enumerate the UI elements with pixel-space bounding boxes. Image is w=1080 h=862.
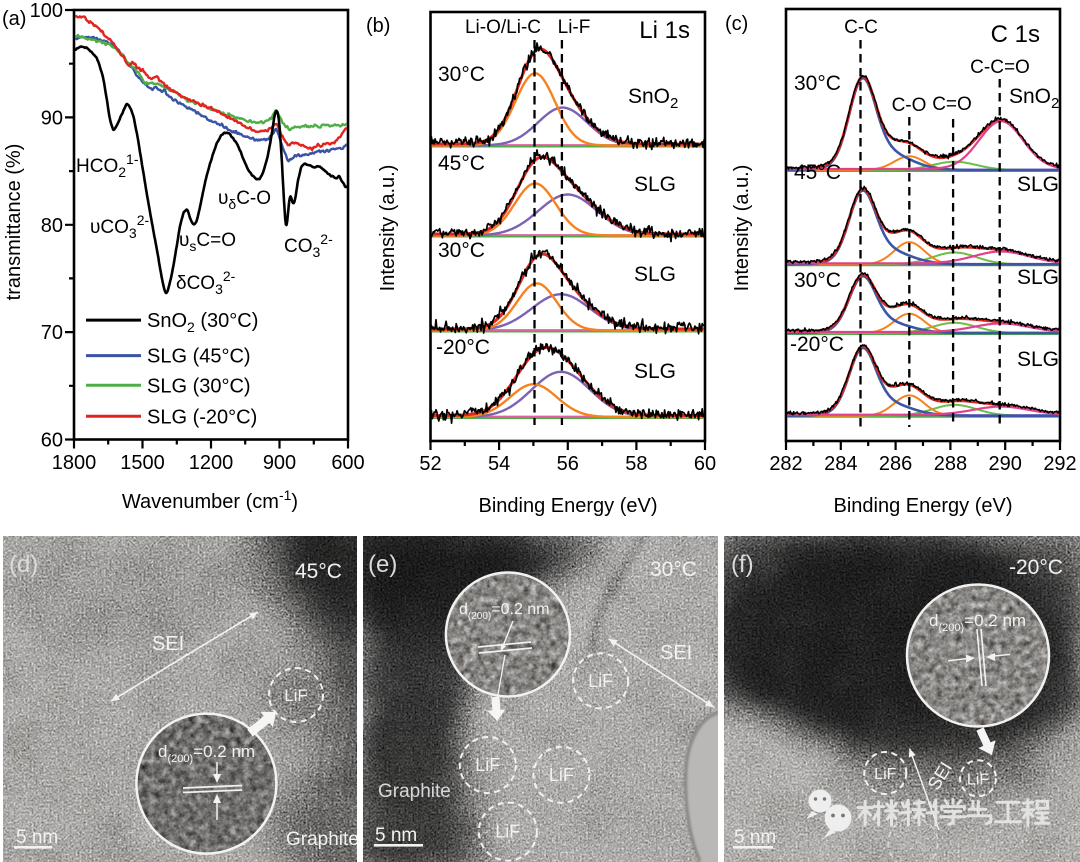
svg-text:LiF: LiF — [495, 822, 520, 842]
svg-text:30°C: 30°C — [794, 72, 841, 95]
svg-text:5 nm: 5 nm — [734, 827, 776, 848]
svg-text:290: 290 — [989, 453, 1022, 475]
svg-text:SLG (45°C): SLG (45°C) — [147, 346, 251, 368]
svg-text:υsC=O: υsC=O — [179, 230, 236, 254]
svg-text:C-C=O: C-C=O — [970, 57, 1030, 78]
svg-text:1200: 1200 — [189, 452, 234, 474]
svg-text:SLG: SLG — [1017, 173, 1059, 196]
svg-text:286: 286 — [879, 453, 912, 475]
svg-text:Li 1s: Li 1s — [639, 17, 690, 44]
svg-text:(c): (c) — [725, 13, 748, 35]
svg-text:υδC-O: υδC-O — [218, 188, 271, 212]
svg-text:Intensity (a.u.): Intensity (a.u.) — [377, 165, 399, 292]
svg-text:(d): (d) — [9, 551, 38, 578]
svg-text:Li-O/Li-C: Li-O/Li-C — [465, 17, 541, 38]
svg-text:(f): (f) — [731, 551, 754, 578]
svg-text:SnO2: SnO2 — [1009, 85, 1059, 112]
svg-text:282: 282 — [769, 453, 802, 475]
svg-text:-20°C: -20°C — [1009, 556, 1063, 579]
svg-text:LiF: LiF — [549, 765, 574, 785]
svg-text:600: 600 — [331, 452, 364, 474]
svg-text:5 nm: 5 nm — [16, 827, 58, 848]
svg-text:LiF: LiF — [967, 771, 989, 788]
svg-text:-20°C: -20°C — [436, 336, 490, 359]
svg-text:SnO2 (30°C): SnO2 (30°C) — [147, 310, 258, 335]
svg-text:δCO32-: δCO32- — [176, 268, 236, 297]
svg-text:5 nm: 5 nm — [375, 825, 417, 846]
svg-text:SnO2: SnO2 — [628, 85, 678, 112]
svg-text:60: 60 — [694, 453, 716, 475]
svg-text:1800: 1800 — [52, 452, 97, 474]
svg-text:SLG (30°C): SLG (30°C) — [147, 375, 251, 397]
svg-text:(e): (e) — [368, 551, 397, 578]
svg-text:SLG: SLG — [1017, 266, 1059, 289]
svg-text:52: 52 — [419, 453, 441, 475]
svg-text:45°C: 45°C — [438, 152, 485, 175]
svg-text:56: 56 — [557, 453, 579, 475]
svg-text:30°C: 30°C — [438, 239, 485, 262]
svg-text:1500: 1500 — [120, 452, 165, 474]
svg-text:SLG: SLG — [1017, 348, 1059, 371]
svg-text:LiF: LiF — [284, 686, 308, 705]
svg-text:80: 80 — [41, 215, 63, 237]
svg-text:LiF: LiF — [588, 671, 613, 691]
svg-text:Binding Energy (eV): Binding Energy (eV) — [479, 495, 658, 517]
svg-text:45°C: 45°C — [295, 560, 342, 583]
svg-text:288: 288 — [934, 453, 967, 475]
svg-text:LiF: LiF — [475, 755, 500, 775]
svg-text:Intensity (a.u.): Intensity (a.u.) — [731, 165, 753, 292]
svg-text:30°C: 30°C — [438, 63, 485, 86]
svg-text:SEI: SEI — [152, 633, 184, 655]
svg-text:C-C: C-C — [844, 17, 878, 38]
svg-text:C=O: C=O — [932, 94, 972, 115]
svg-text:Graphite: Graphite — [378, 781, 451, 802]
svg-text:SLG: SLG — [634, 263, 676, 286]
svg-text:SEI: SEI — [660, 642, 692, 664]
svg-text:(b): (b) — [366, 15, 390, 37]
svg-text:54: 54 — [488, 453, 510, 475]
svg-text:58: 58 — [625, 453, 647, 475]
svg-text:C-O: C-O — [892, 95, 927, 116]
svg-text:70: 70 — [41, 322, 63, 344]
svg-text:30°C: 30°C — [650, 558, 697, 581]
svg-text:SLG: SLG — [634, 360, 676, 383]
svg-text:100: 100 — [30, 0, 63, 22]
svg-text:900: 900 — [263, 452, 296, 474]
svg-text:60: 60 — [41, 430, 63, 452]
svg-text:SLG: SLG — [634, 173, 676, 196]
svg-text:292: 292 — [1043, 453, 1076, 475]
svg-text:(a): (a) — [2, 8, 26, 30]
svg-text:30°C: 30°C — [794, 269, 841, 292]
svg-text:90: 90 — [41, 107, 63, 129]
svg-text:-20°C: -20°C — [790, 333, 844, 356]
svg-text:transmittance (%): transmittance (%) — [3, 144, 25, 301]
svg-text:Li-F: Li-F — [558, 17, 591, 38]
svg-text:HCO21-: HCO21- — [76, 151, 139, 180]
svg-text:C 1s: C 1s — [991, 21, 1040, 48]
svg-text:Graphite: Graphite — [286, 829, 359, 850]
svg-text:LiF: LiF — [874, 766, 896, 783]
svg-text:45°C: 45°C — [794, 161, 841, 184]
svg-text:SLG (-20°C): SLG (-20°C) — [147, 406, 257, 428]
svg-text:Binding Energy (eV): Binding Energy (eV) — [834, 495, 1013, 517]
svg-text:CO32-: CO32- — [284, 231, 333, 260]
svg-text:Wavenumber (cm-1): Wavenumber (cm-1) — [122, 487, 298, 513]
svg-text:284: 284 — [824, 453, 857, 475]
